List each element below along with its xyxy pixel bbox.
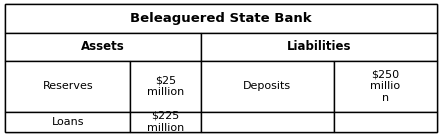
Text: Assets: Assets: [81, 40, 125, 53]
Bar: [5, 112, 130, 132]
Bar: [5, 61, 130, 112]
Bar: [334, 112, 437, 132]
Bar: [5, 4, 437, 33]
Bar: [130, 112, 201, 132]
Bar: [334, 61, 437, 112]
Bar: [5, 33, 201, 61]
Bar: [201, 112, 334, 132]
Bar: [201, 33, 437, 61]
Text: Beleaguered State Bank: Beleaguered State Bank: [130, 12, 312, 25]
Text: $225
million: $225 million: [147, 111, 184, 132]
Text: Reserves: Reserves: [42, 81, 93, 91]
Bar: [130, 61, 201, 112]
Text: $25
million: $25 million: [147, 75, 184, 97]
Text: Liabilities: Liabilities: [287, 40, 351, 53]
Bar: [201, 61, 334, 112]
Text: $250
millio
n: $250 millio n: [370, 69, 400, 103]
Text: Loans: Loans: [52, 117, 84, 127]
Text: Deposits: Deposits: [244, 81, 291, 91]
